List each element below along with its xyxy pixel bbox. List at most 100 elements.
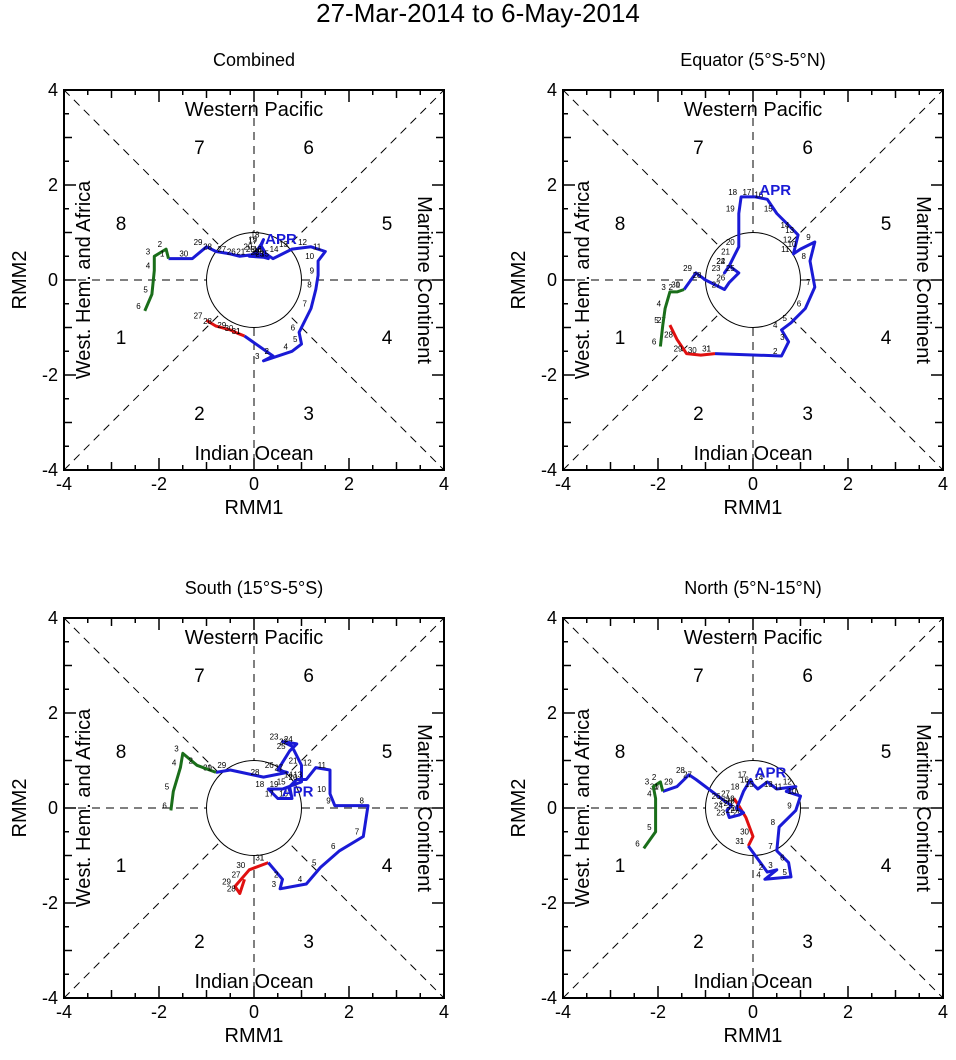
x-tick-label: 0: [748, 474, 758, 494]
day-label: 8: [360, 797, 365, 806]
day-label: 5: [647, 823, 652, 832]
panel-title: Equator (5°S-5°N): [680, 50, 825, 70]
day-label: 19: [726, 794, 735, 803]
phase-number: 8: [615, 214, 626, 235]
day-label: 20: [726, 238, 735, 247]
day-label: 30: [236, 861, 245, 870]
day-label: 14: [780, 221, 789, 230]
phase-number: 5: [881, 214, 892, 235]
day-label: 18: [731, 782, 740, 791]
day-label: 21: [236, 247, 245, 256]
day-label: 12: [783, 778, 792, 787]
day-label: 4: [657, 300, 662, 309]
phase-number: 2: [693, 932, 704, 953]
phase-number: 6: [303, 138, 314, 159]
day-label: 27: [657, 316, 666, 325]
day-label: 26: [716, 273, 725, 282]
phase-number: 6: [802, 138, 813, 159]
phase-number: 2: [194, 404, 205, 425]
day-label: 22: [279, 737, 288, 746]
y-tick-label: -2: [42, 893, 58, 913]
day-label: 25: [246, 245, 255, 254]
day-label: 24: [714, 801, 723, 810]
day-label: 4: [172, 759, 177, 768]
day-label: 28: [227, 885, 236, 894]
day-label: 3: [255, 352, 260, 361]
unit-circle: [206, 760, 302, 856]
day-label: 18: [255, 780, 264, 789]
y-tick-label: 4: [547, 608, 557, 628]
day-label: 20: [243, 243, 252, 252]
series-line-may: [658, 288, 685, 347]
day-label: 28: [203, 317, 212, 326]
x-tick-label: 2: [843, 1002, 853, 1022]
y-tick-label: 4: [547, 80, 557, 100]
day-label: 25: [277, 742, 286, 751]
x-tick-label: 4: [439, 474, 449, 494]
day-label: 3: [768, 861, 773, 870]
day-label: 26: [265, 761, 274, 770]
phase-number: 5: [382, 214, 393, 235]
y-tick-label: 4: [48, 80, 58, 100]
day-label: 31: [255, 854, 264, 863]
day-label: 7: [355, 828, 360, 837]
day-label: 12: [298, 238, 307, 247]
day-label: 12: [783, 235, 792, 244]
day-label: 23: [255, 250, 264, 259]
x-axis-label: RMM1: [225, 497, 284, 519]
series-line-april: [662, 773, 802, 881]
day-label: 21: [289, 756, 298, 765]
y-tick-label: -2: [42, 365, 58, 385]
day-label: 29: [222, 877, 231, 886]
month-label: APR: [265, 231, 297, 248]
y-axis-label: RMM2: [9, 251, 31, 310]
x-tick-label: -2: [650, 474, 666, 494]
day-label: 28: [676, 766, 685, 775]
y-tick-label: 0: [48, 798, 58, 818]
day-label: 23: [716, 809, 725, 818]
day-label: 7: [303, 300, 308, 309]
day-label: 16: [279, 790, 288, 799]
day-label: 13: [279, 240, 288, 249]
day-label: 21: [721, 247, 730, 256]
phase-number: 4: [881, 328, 892, 349]
day-label: 6: [780, 854, 785, 863]
phase-number: 3: [802, 404, 813, 425]
day-label: 15: [764, 205, 773, 214]
day-label: 31: [702, 345, 711, 354]
day-label: 17: [248, 237, 257, 246]
phase-number: 1: [615, 328, 626, 349]
day-label: 18: [251, 231, 260, 240]
day-label: 16: [754, 190, 763, 199]
phase-number: 1: [615, 856, 626, 877]
phase-number: 2: [693, 404, 704, 425]
region-label-right: Maritime Continent: [413, 196, 435, 364]
day-label: 13: [293, 771, 302, 780]
day-label: 29: [674, 345, 683, 354]
day-label: 4: [756, 870, 761, 879]
series-line-march: [668, 324, 716, 357]
day-label: 2: [189, 756, 194, 765]
day-label: 8: [802, 252, 807, 261]
y-tick-label: 2: [547, 703, 557, 723]
y-tick-label: -2: [541, 365, 557, 385]
day-label: 27: [274, 763, 283, 772]
panel-title: Combined: [213, 50, 295, 70]
day-label: 1: [208, 763, 213, 772]
x-axis-label: RMM1: [225, 1025, 284, 1047]
phase-number: 7: [194, 138, 205, 159]
panel-title: South (15°S-5°S): [185, 578, 323, 598]
day-label: 23: [270, 733, 279, 742]
day-label: 22: [251, 248, 260, 257]
series-line-march: [233, 861, 269, 895]
day-label: 2: [265, 347, 270, 356]
day-label: 27: [721, 790, 730, 799]
day-label: 3: [661, 283, 666, 292]
phase-number: 2: [194, 932, 205, 953]
series-line-march: [205, 319, 246, 338]
region-label-top: Western Pacific: [185, 627, 324, 649]
